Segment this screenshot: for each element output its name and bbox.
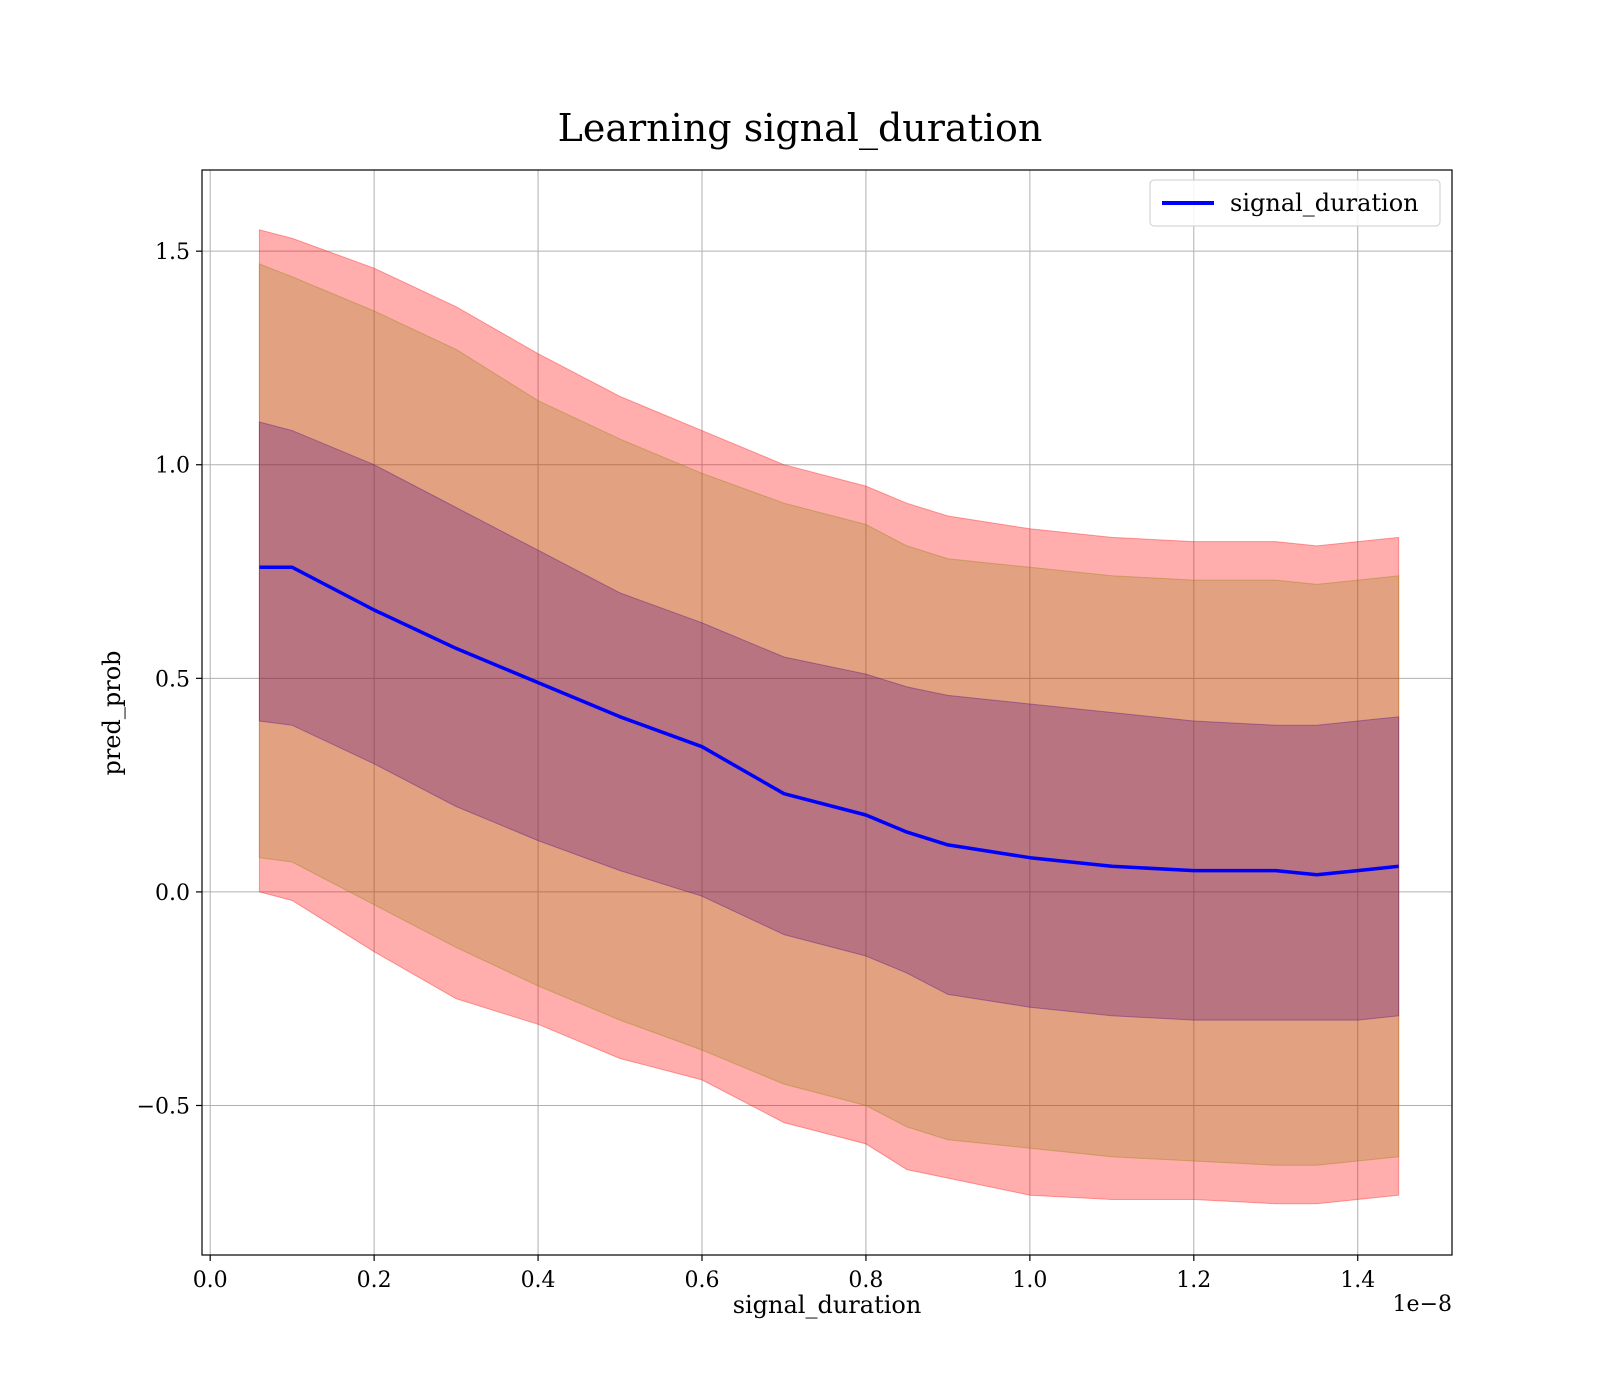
series-line [259, 565, 1399, 877]
y-tick-label: 0.0 [155, 881, 190, 906]
x-axis-offset-label: 1e−8 [1393, 1292, 1452, 1317]
bands [258, 229, 1400, 1205]
y-tick-label: −0.5 [137, 1094, 190, 1119]
band-outer [258, 229, 1400, 1205]
band-inner [258, 421, 1400, 1021]
y-tick-label: 1.0 [155, 454, 190, 479]
y-tick-label: 1.5 [155, 240, 190, 265]
plot-frame [201, 169, 1453, 1256]
x-tick-label: 0.0 [193, 1268, 228, 1293]
chart-title: Learning signal_duration [558, 106, 1043, 151]
x-axis-label: signal_duration [733, 1291, 922, 1319]
legend-entry: signal_duration [1230, 189, 1419, 217]
x-tick-label: 1.2 [1176, 1268, 1211, 1293]
legend-box [1149, 179, 1441, 227]
x-tick-label: 0.6 [685, 1268, 720, 1293]
x-tick-label: 0.4 [521, 1268, 556, 1293]
x-tick-label: 0.2 [357, 1268, 392, 1293]
x-tick-label: 1.4 [1340, 1268, 1375, 1293]
x-tick-label: 0.8 [848, 1268, 883, 1293]
legend: signal_duration [1149, 179, 1441, 227]
x-tick-label: 1.0 [1012, 1268, 1047, 1293]
y-tick-label: 0.5 [155, 667, 190, 692]
x-ticks: 0.0 0.2 0.4 0.6 0.8 1.0 1.2 1.4 [193, 1255, 1375, 1293]
y-ticks: −0.5 0.0 0.5 1.0 1.5 [137, 240, 202, 1119]
series-lines [259, 565, 1399, 877]
y-axis-label: pred_prob [98, 650, 126, 775]
grid [202, 170, 1452, 1255]
band-middle [258, 263, 1400, 1166]
